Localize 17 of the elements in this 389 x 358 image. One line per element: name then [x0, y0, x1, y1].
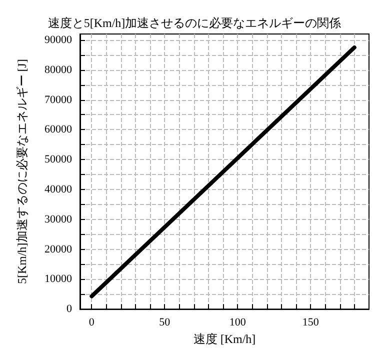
y-tick-label: 0 — [66, 303, 72, 316]
x-tick-label: 150 — [302, 316, 320, 329]
x-tick-label: 100 — [229, 316, 246, 329]
y-tick-label: 60000 — [44, 124, 72, 136]
y-tick-label: 70000 — [44, 94, 72, 106]
y-tick-label: 20000 — [44, 243, 72, 256]
x-tick-label: 0 — [88, 316, 95, 329]
x-tick-label: 50 — [159, 316, 171, 329]
y-tick-label: 10000 — [44, 273, 72, 286]
chart-title: 速度と5[Km/h]加速させるのに必要なエネルギーの関係 — [48, 16, 342, 30]
y-tick-label: 80000 — [44, 64, 72, 76]
y-tick-label: 90000 — [44, 34, 72, 46]
y-axis-title: 5[Km/h]加速するのに必要なエネルギー [J] — [15, 59, 29, 284]
y-tick-label: 30000 — [44, 213, 72, 226]
x-axis-title: 速度 [Km/h] — [193, 332, 256, 346]
y-tick-label: 50000 — [44, 154, 72, 166]
y-tick-label: 40000 — [44, 183, 72, 196]
